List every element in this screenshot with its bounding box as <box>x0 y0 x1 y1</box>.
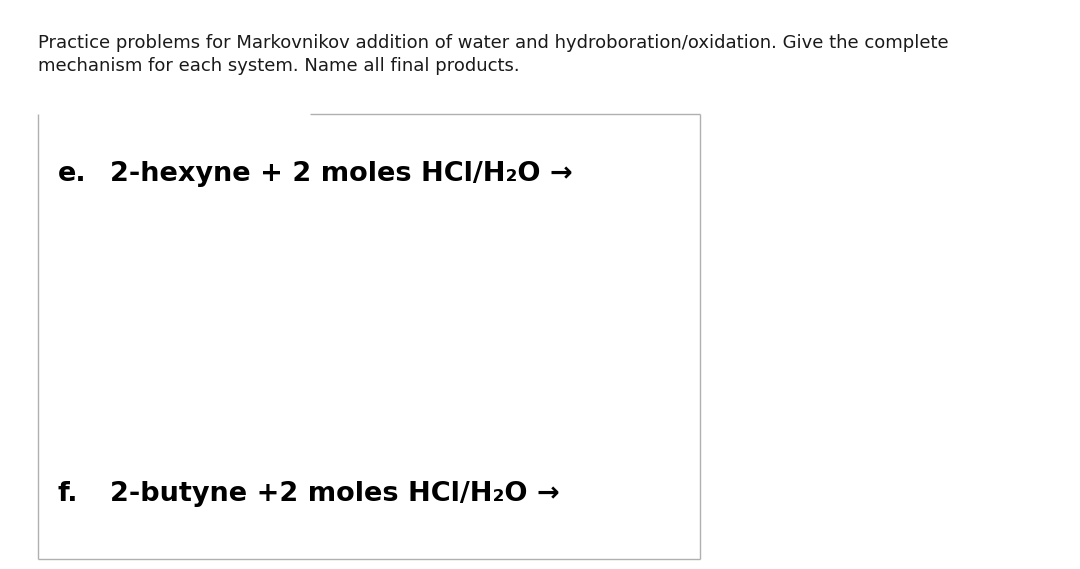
Text: mechanism for each system. Name all final products.: mechanism for each system. Name all fina… <box>38 57 519 75</box>
Text: 2-butyne +2 moles HCl/H₂O →: 2-butyne +2 moles HCl/H₂O → <box>110 481 559 507</box>
Text: e.: e. <box>58 161 86 187</box>
Text: 2-hexyne + 2 moles HCl/H₂O →: 2-hexyne + 2 moles HCl/H₂O → <box>110 161 572 187</box>
Text: f.: f. <box>58 481 79 507</box>
Text: Practice problems for Markovnikov addition of water and hydroboration/oxidation.: Practice problems for Markovnikov additi… <box>38 34 948 52</box>
